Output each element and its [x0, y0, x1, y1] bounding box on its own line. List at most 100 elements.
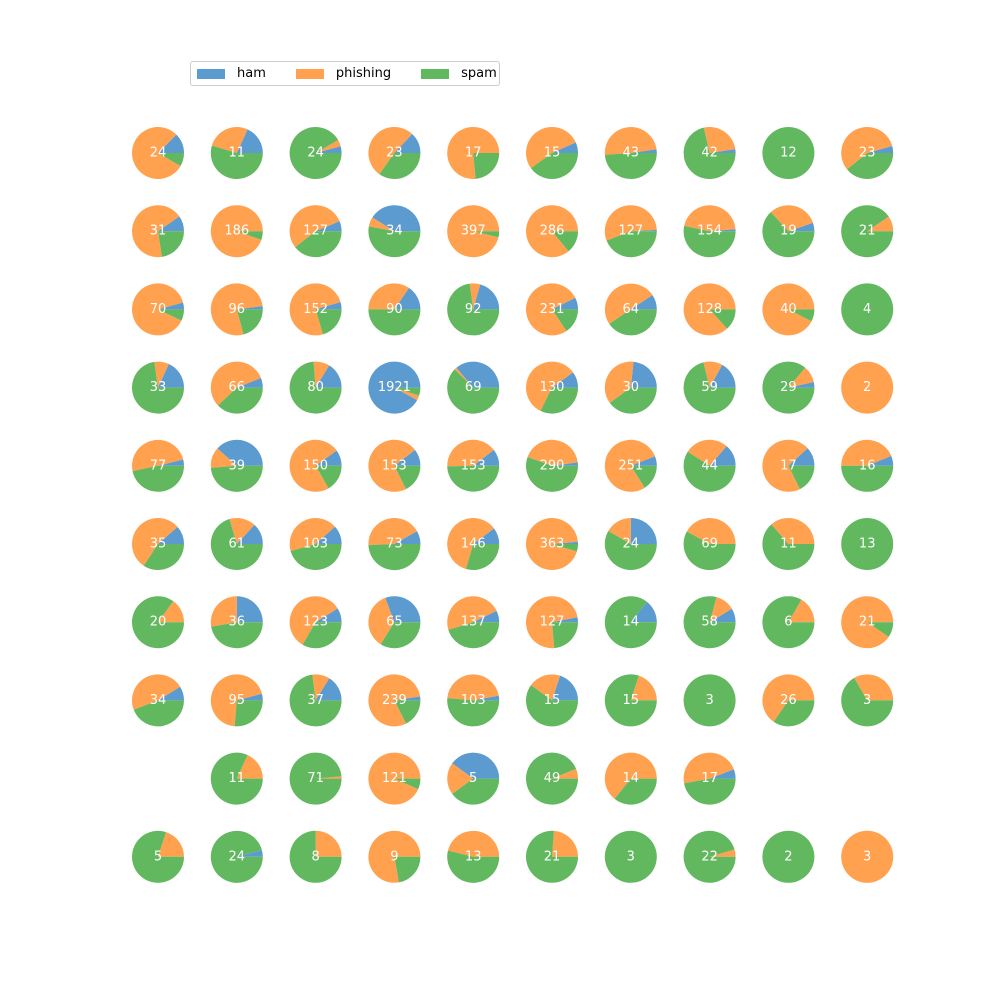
pie-r3-c5: 130 — [525, 361, 578, 414]
pie-slice-spam — [158, 153, 184, 166]
pie-count-label: 42 — [701, 146, 718, 161]
pie-count-label: 121 — [382, 771, 407, 786]
pie-slice-phishing — [525, 596, 578, 649]
pie-count-label: 153 — [461, 458, 486, 473]
pie-count-label: 24 — [229, 849, 246, 864]
pie-slice-spam — [132, 596, 184, 649]
pie-slice-spam — [841, 518, 894, 570]
pie-slice-spam — [683, 830, 736, 883]
pie-slice-spam — [289, 752, 342, 805]
pie-r8-c4: 5 — [447, 752, 500, 805]
pie-slice-ham — [473, 284, 500, 310]
pie-slice-ham — [709, 446, 736, 466]
pie-slice-phishing — [313, 361, 330, 388]
pie-r4-c5: 290 — [526, 439, 579, 492]
pie-r4-c2: 150 — [289, 439, 342, 492]
pie-slice-phishing — [154, 361, 169, 388]
pie-r1-c4: 397 — [447, 205, 500, 258]
pie-slice-spam — [526, 456, 579, 492]
pie-count-label: 103 — [303, 537, 328, 552]
pie-slice-spam — [604, 531, 657, 570]
pie-slice-spam — [290, 544, 342, 571]
pie-slice-spam — [609, 387, 657, 414]
pie-r5-c6: 24 — [604, 518, 657, 570]
pie-r0-c3: 23 — [368, 126, 421, 179]
pie-r7-c5: 15 — [526, 674, 578, 727]
pie-r8-c1: 11 — [210, 752, 263, 805]
pie-count-label: 127 — [303, 224, 328, 239]
pie-r5-c7: 69 — [683, 517, 736, 570]
pie-slice-spam — [526, 830, 578, 883]
pie-r9-c6: 3 — [604, 830, 657, 883]
pie-r9-c2: 8 — [289, 830, 342, 883]
pie-slice-spam — [210, 752, 263, 805]
pie-slice-ham — [315, 301, 342, 310]
pie-slice-spam — [788, 465, 815, 490]
pie-count-label: 34 — [386, 224, 403, 239]
pie-count-label: 5 — [469, 771, 477, 786]
pie-slice-ham — [158, 459, 184, 466]
pie-r8-c5: 49 — [526, 752, 578, 805]
pie-r0-c9: 23 — [841, 127, 894, 180]
pie-count-label: 154 — [697, 224, 722, 239]
pie-count-label: 3 — [863, 849, 871, 864]
pie-slice-spam — [315, 465, 342, 489]
pie-slice-spam — [133, 700, 184, 727]
pie-r1-c5: 286 — [525, 205, 578, 258]
pie-count-label: 73 — [386, 537, 403, 552]
pie-slice-phishing — [703, 126, 736, 153]
pie-slice-phishing — [132, 518, 178, 566]
pie-slice-phishing — [289, 439, 337, 492]
pie-slice-phishing — [211, 126, 248, 153]
pie-r3-c7: 59 — [683, 361, 736, 414]
pie-slice-phishing — [210, 283, 263, 336]
pie-r3-c8: 29 — [762, 361, 815, 414]
pie-count-label: 23 — [386, 146, 403, 161]
pie-r2-c5: 231 — [526, 283, 578, 336]
pie-slice-phishing — [289, 517, 335, 552]
pie-slice-ham — [867, 455, 894, 466]
pie-slice-phishing — [686, 517, 736, 544]
pie-slice-ham — [630, 601, 657, 623]
pie-slice-phishing — [368, 752, 421, 805]
pie-slice-spam — [289, 126, 342, 179]
legend: ham phishing spam — [190, 61, 500, 86]
pie-count-label: 40 — [780, 302, 797, 317]
pie-slice-spam — [867, 622, 894, 637]
pie-slice-ham — [158, 686, 185, 701]
pie-slice-phishing — [469, 283, 481, 310]
pie-count-label: 26 — [780, 693, 797, 708]
pie-count-label: 11 — [780, 537, 797, 552]
pie-count-label: 70 — [150, 302, 167, 317]
pie-r1-c6: 127 — [604, 205, 657, 258]
pie-slice-ham — [552, 372, 578, 388]
pie-r3-c4: 69 — [447, 361, 500, 414]
pie-r4-c4: 153 — [447, 439, 500, 492]
pie-r4-c0: 77 — [132, 439, 184, 492]
pie-count-label: 58 — [701, 615, 718, 630]
pie-r2-c3: 90 — [368, 283, 421, 336]
pie-slice-spam — [380, 622, 421, 649]
pie-count-label: 77 — [150, 458, 167, 473]
pie-slice-phishing — [604, 205, 657, 241]
pie-slice-phishing — [552, 768, 578, 779]
pie-slice-spam — [847, 153, 894, 180]
pie-count-label: 23 — [859, 146, 876, 161]
pie-r5-c3: 73 — [368, 517, 421, 571]
pie-slice-spam — [604, 153, 657, 179]
pie-count-label: 6 — [784, 615, 792, 630]
pie-r8-c3: 121 — [368, 752, 421, 805]
pie-slice-spam — [841, 283, 894, 336]
pie-count-label: 127 — [540, 615, 565, 630]
pie-slice-spam — [841, 677, 894, 727]
pie-slice-phishing — [454, 367, 474, 388]
pie-slice-spam — [762, 524, 815, 570]
pie-r5-c8: 11 — [762, 517, 815, 570]
pie-slice-phishing — [683, 752, 734, 784]
pie-slice-ham — [158, 526, 184, 544]
pie-slice-ham — [394, 134, 421, 153]
pie-slice-spam — [447, 850, 500, 883]
pie-slice-phishing — [526, 283, 576, 336]
pie-r9-c1: 24 — [210, 830, 263, 883]
pie-r0-c7: 42 — [683, 126, 736, 179]
